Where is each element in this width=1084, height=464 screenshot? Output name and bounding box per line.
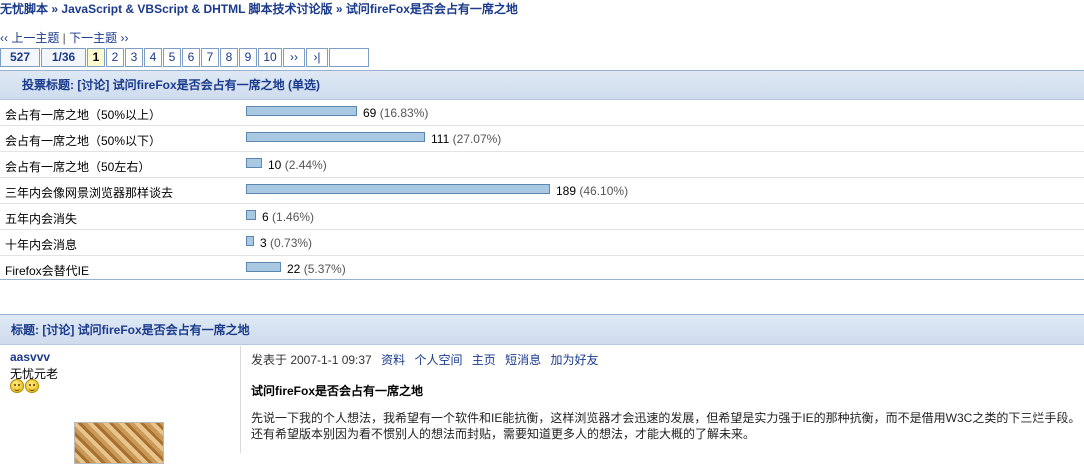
breadcrumb-forum-link[interactable]: JavaScript & VBScript & DHTML 脚本技术讨论版 [61, 2, 333, 16]
poll-table: 投票标题: [讨论] 试问fireFox是否会占有一席之地 (单选) 会占有一席… [0, 70, 1084, 280]
post-header: 标题: [讨论] 试问fireFox是否会占有一席之地 [0, 315, 1084, 345]
poll-result-bar [246, 210, 256, 220]
pager-page-3[interactable]: 3 [125, 48, 143, 67]
poll-option-label: 会占有一席之地（50左右） [5, 160, 151, 174]
pager-next-button[interactable]: ›› [283, 48, 305, 67]
poll-option-row: 会占有一席之地（50%以下） 111 (27.07%) [0, 126, 1084, 152]
poll-vote-percent: (5.37%) [303, 262, 346, 276]
poll-result-bar [246, 262, 281, 272]
poll-result-bar [246, 236, 254, 246]
pager-last-button[interactable]: ›| [306, 48, 328, 67]
homepage-link[interactable]: 主页 [471, 353, 496, 367]
pager-page-2[interactable]: 2 [106, 48, 124, 67]
post: 标题: [讨论] 试问fireFox是否会占有一席之地 aasvvv 无忧元老 … [0, 314, 1084, 464]
poll-option-row: 会占有一席之地（50%以上） 69 (16.83%) [0, 100, 1084, 126]
pager-jump-input[interactable] [329, 48, 369, 67]
poll-option-row: 三年内会像网景浏览器那样谈去 189 (46.10%) [0, 178, 1084, 204]
poll-option-label: 会占有一席之地（50%以下） [5, 134, 162, 148]
rank-stars [10, 379, 39, 393]
poll-vote-count: 22 [287, 262, 301, 276]
poll-option-row: 十年内会消息 3 (0.73%) [0, 230, 1084, 256]
add-friend-link[interactable]: 加为好友 [550, 353, 599, 367]
poll-result-value: 6 (1.46%) [262, 210, 314, 224]
poll-vote-count: 6 [262, 210, 269, 224]
poll-result-bar [246, 184, 550, 194]
pager-page-4[interactable]: 4 [144, 48, 162, 67]
poll-result-value: 3 (0.73%) [260, 236, 312, 250]
poll-vote-count: 3 [260, 236, 267, 250]
breadcrumb-separator: » [335, 2, 343, 16]
poll-option-label: 十年内会消息 [5, 238, 78, 252]
pagination: 527 1/36 1 2 3 4 5 6 7 8 9 10 ›› ›| [0, 48, 369, 67]
poll-vote-count: 10 [268, 158, 282, 172]
avatar [74, 422, 164, 464]
pager-total: 527 [0, 48, 40, 67]
poll-option-label: 三年内会像网景浏览器那样谈去 [5, 186, 174, 200]
poll-result-value: 69 (16.83%) [363, 106, 428, 120]
post-body-line: 先说一下我的个人想法，我希望有一个软件和IE能抗衡，这样浏览器才会迅速的发展，但… [251, 411, 1081, 425]
poll-vote-percent: (16.83%) [379, 106, 429, 120]
poll-option-row: 会占有一席之地（50左右） 10 (2.44%) [0, 152, 1084, 178]
post-meta: 发表于 2007-1-1 09:37 资料 个人空间 主页 短消息 加为好友 [251, 351, 599, 368]
topic-nav-separator: | [62, 31, 66, 45]
poll-option-label: 五年内会消失 [5, 212, 78, 226]
poll-result-bar [246, 132, 425, 142]
pager-page-9[interactable]: 9 [239, 48, 257, 67]
post-date: 发表于 2007-1-1 09:37 [251, 353, 372, 367]
post-body-line: 还有希望版本别因为看不惯别人的想法而封贴，需要知道更多人的想法，才能大概的了解未… [251, 427, 756, 441]
poll-vote-percent: (0.73%) [270, 236, 313, 250]
poll-result-value: 22 (5.37%) [287, 262, 346, 276]
poll-vote-count: 69 [363, 106, 377, 120]
author-rank: 无忧元老 [10, 367, 59, 381]
poll-vote-percent: (2.44%) [284, 158, 327, 172]
poll-result-bar [246, 106, 357, 116]
personal-space-link[interactable]: 个人空间 [414, 353, 463, 367]
poll-vote-percent: (27.07%) [452, 132, 502, 146]
poll-option-row: 五年内会消失 6 (1.46%) [0, 204, 1084, 230]
poll-result-bar [246, 158, 262, 168]
poll-vote-percent: (1.46%) [272, 210, 315, 224]
post-title: 试问fireFox是否会占有一席之地 [251, 384, 424, 398]
breadcrumb-home-link[interactable]: 无忧脚本 [0, 2, 49, 16]
pager-page-10[interactable]: 10 [258, 48, 282, 67]
topic-navigation: ‹‹ 上一主题 | 下一主题 ›› [0, 29, 128, 46]
poll-result-value: 111 (27.07%) [431, 132, 501, 146]
poll-vote-percent: (46.10%) [579, 184, 629, 198]
pager-page-6[interactable]: 6 [182, 48, 200, 67]
breadcrumb-topic: 试问fireFox是否会占有一席之地 [345, 2, 518, 16]
poll-option-label: Firefox会替代IE [5, 264, 90, 278]
smiley-icon [25, 379, 39, 393]
poll-option-label: 会占有一席之地（50%以上） [5, 108, 162, 122]
pager-page-8[interactable]: 8 [220, 48, 238, 67]
poll-result-value: 189 (46.10%) [556, 184, 628, 198]
poll-title: 投票标题: [讨论] 试问fireFox是否会占有一席之地 (单选) [0, 71, 1084, 100]
poll-vote-count: 189 [556, 184, 577, 198]
poll-result-value: 10 (2.44%) [268, 158, 327, 172]
author-sidebar: aasvvv 无忧元老 [0, 346, 241, 464]
message-link[interactable]: 短消息 [505, 353, 542, 367]
pager-page-5[interactable]: 5 [163, 48, 181, 67]
pager-page-1[interactable]: 1 [87, 48, 105, 67]
poll-option-row: Firefox会替代IE 22 (5.37%) [0, 256, 1084, 282]
pager-page-7[interactable]: 7 [201, 48, 219, 67]
smiley-icon [10, 379, 24, 393]
poll-vote-count: 111 [431, 132, 450, 146]
prev-topic-link[interactable]: ‹‹ 上一主题 [0, 31, 60, 45]
next-topic-link[interactable]: 下一主题 ›› [69, 31, 129, 45]
post-body: 先说一下我的个人想法，我希望有一个软件和IE能抗衡，这样浏览器才会迅速的发展，但… [251, 410, 1081, 442]
breadcrumb-separator: » [51, 2, 59, 16]
author-name-link[interactable]: aasvvv [10, 350, 51, 364]
pager-page-of: 1/36 [41, 48, 86, 67]
profile-link[interactable]: 资料 [381, 353, 406, 367]
breadcrumb: 无忧脚本 » JavaScript & VBScript & DHTML 脚本技… [0, 0, 518, 17]
